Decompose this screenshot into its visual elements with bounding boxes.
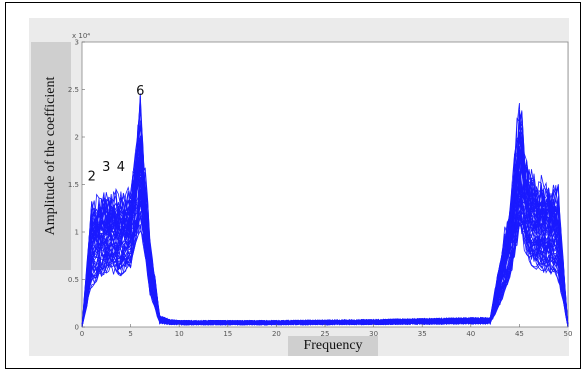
peak-label: 6 (136, 84, 144, 99)
x-tick-label: 5 (128, 330, 132, 338)
x-tick-label: 50 (564, 330, 573, 338)
peak-label: 4 (117, 160, 125, 175)
x-tick-label: 25 (321, 330, 330, 338)
y-axis-label: Amplitude of the coefficient (43, 76, 58, 236)
x-tick-label: 0 (80, 330, 84, 338)
y-tick-label: 2 (75, 134, 79, 142)
y-tick-label: 0 (75, 324, 79, 332)
ylabel-background (31, 42, 71, 270)
plot-area (81, 41, 569, 328)
x-tick-label: 30 (369, 330, 378, 338)
y-tick-label: 2.5 (68, 86, 79, 94)
x-tick-label: 40 (466, 330, 475, 338)
y-tick-label: 1 (75, 229, 79, 237)
x-tick-label: 35 (418, 330, 427, 338)
y-tick-label: 3 (75, 39, 79, 47)
x-axis-label: Frequency (303, 338, 363, 353)
series-line (81, 196, 569, 328)
y-tick-label: 1.5 (68, 181, 79, 189)
y-ticks: 0 0.5 1 1.5 2 2.5 3 (68, 39, 85, 332)
x-ticks: 0 5 10 15 20 25 30 35 40 45 50 (80, 324, 573, 338)
y-tick-label: 0.5 (68, 276, 79, 284)
peak-label: 2 (88, 170, 96, 185)
y-exponent-label: x 10⁴ (72, 32, 90, 40)
peak-labels: 23 4 6 (88, 84, 145, 185)
series-line (81, 180, 569, 328)
peak-label: 3 (102, 160, 110, 175)
x-tick-label: 10 (175, 330, 184, 338)
xlabel-background (288, 336, 378, 356)
x-tick-label: 15 (223, 330, 232, 338)
x-tick-label: 45 (515, 330, 524, 338)
x-tick-label: 20 (272, 330, 281, 338)
